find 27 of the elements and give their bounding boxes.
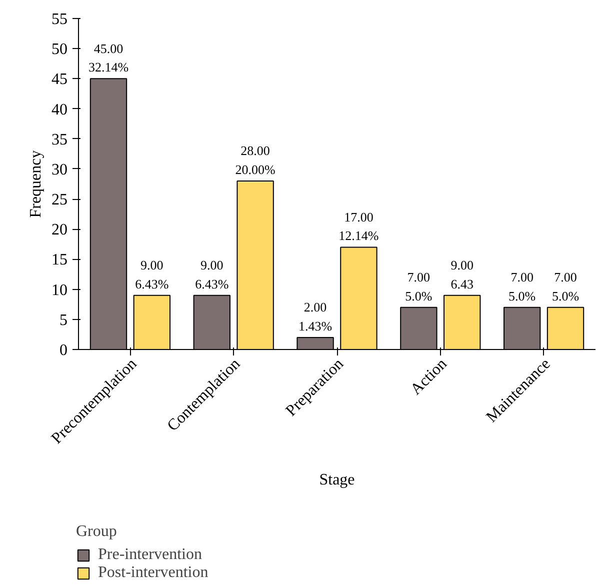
data-label: 9.00 6.43	[450, 258, 474, 292]
y-tick-label: 50	[52, 41, 68, 58]
data-label: 28.00 20.00%	[235, 143, 276, 177]
data-label: 7.00 5.0%	[552, 270, 580, 304]
y-tick-label: 20	[52, 222, 68, 239]
data-label: 7.00 5.0%	[508, 270, 536, 304]
y-axis-title: Frequency	[28, 150, 44, 218]
x-axis-title: Stage	[319, 472, 355, 488]
y-tick-label: 10	[52, 282, 68, 299]
y-tick-label: 45	[52, 71, 68, 88]
data-label: 9.00 6.43%	[195, 258, 229, 292]
legend-label: Post-intervention	[98, 564, 208, 582]
y-tick-label: 15	[52, 252, 68, 269]
legend-title: Group	[76, 523, 118, 541]
legend-label: Pre-intervention	[98, 546, 202, 564]
y-tick-label: 5	[60, 312, 68, 329]
data-label: 7.00 5.0%	[405, 270, 432, 304]
data-label: 17.00 12.14%	[338, 209, 379, 244]
data-label: 45.00 32.14%	[88, 40, 129, 75]
data-label: 2.00 1.43%	[298, 300, 332, 334]
y-tick-label: 25	[52, 192, 68, 209]
y-tick-label: 55	[52, 11, 68, 28]
y-tick-label: 0	[60, 342, 68, 359]
y-tick-label: 40	[52, 101, 68, 118]
data-label: 9.00 6.43%	[135, 258, 169, 292]
y-tick-label: 35	[52, 131, 68, 148]
y-tick-label: 30	[52, 161, 68, 178]
